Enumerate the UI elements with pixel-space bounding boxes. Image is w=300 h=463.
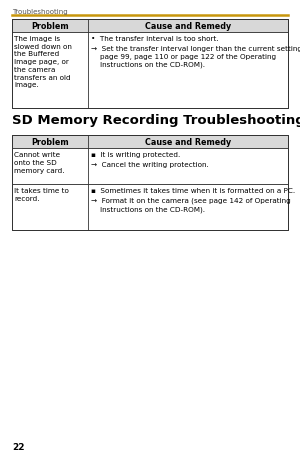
Bar xyxy=(12,33,288,109)
Text: Cause and Remedy: Cause and Remedy xyxy=(145,22,231,31)
Text: Cannot write
onto the SD
memory card.: Cannot write onto the SD memory card. xyxy=(14,152,64,173)
Text: ▪  It is writing protected.: ▪ It is writing protected. xyxy=(91,152,180,158)
Bar xyxy=(12,20,288,33)
Text: →  Set the transfer interval longer than the current setting (see
    page 99, p: → Set the transfer interval longer than … xyxy=(91,46,300,69)
Text: Problem: Problem xyxy=(31,138,69,147)
Text: SD Memory Recording Troubleshooting: SD Memory Recording Troubleshooting xyxy=(12,114,300,127)
Text: Troubleshooting: Troubleshooting xyxy=(12,9,68,15)
Text: It takes time to
record.: It takes time to record. xyxy=(14,188,69,201)
Bar xyxy=(12,149,288,185)
Text: •  The transfer interval is too short.: • The transfer interval is too short. xyxy=(91,36,219,42)
Text: Cause and Remedy: Cause and Remedy xyxy=(145,138,231,147)
Bar xyxy=(12,185,288,231)
Text: Problem: Problem xyxy=(31,22,69,31)
Bar xyxy=(12,20,288,109)
Text: 22: 22 xyxy=(12,442,25,451)
Bar xyxy=(12,136,288,231)
Text: ▪  Sometimes it takes time when it is formatted on a PC.: ▪ Sometimes it takes time when it is for… xyxy=(91,188,295,194)
Text: →  Cancel the writing protection.: → Cancel the writing protection. xyxy=(91,162,209,168)
Text: The image is
slowed down on
the Buffered
Image page, or
the camera
transfers an : The image is slowed down on the Buffered… xyxy=(14,36,72,88)
Text: →  Format it on the camera (see page 142 of Operating
    Instructions on the CD: → Format it on the camera (see page 142 … xyxy=(91,198,291,213)
Bar xyxy=(12,136,288,149)
